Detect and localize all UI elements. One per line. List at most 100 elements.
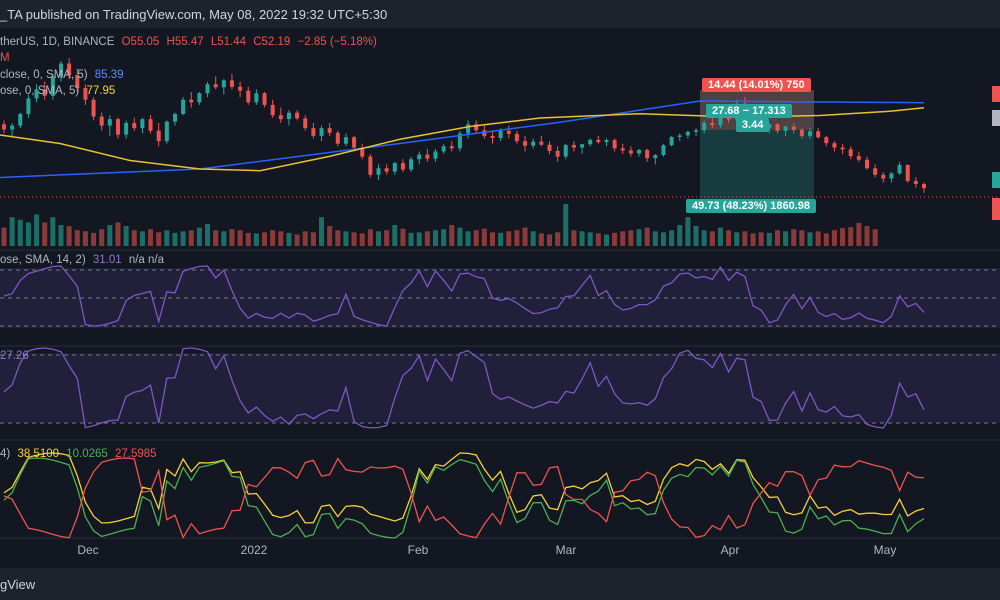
candle-body (156, 130, 161, 142)
candle-body (563, 144, 568, 157)
candle-body (457, 133, 462, 149)
volume-bar (636, 229, 642, 246)
volume-bar (864, 226, 870, 246)
volume-bar (791, 229, 797, 246)
volume-bar (758, 232, 764, 246)
measure-mid-label: 27.68 − 17.313 (706, 104, 792, 118)
candle-body (645, 149, 650, 159)
price-marker-green (992, 172, 1000, 188)
candle-body (172, 113, 177, 122)
price-chart[interactable]: Dec 2022 Feb Mar Apr May (0, 28, 1000, 568)
volume-bar (693, 226, 699, 246)
candle-body (409, 159, 414, 170)
volume-bar (327, 226, 333, 246)
ma-fast-label: close, 0, SMA, 5) (0, 69, 88, 81)
volume-bar (563, 204, 569, 246)
x-tick-label: 2022 (241, 543, 268, 557)
volume-bar (302, 231, 308, 246)
candle-body (18, 113, 23, 126)
volume-bar (367, 229, 373, 246)
rsi-value: 31.01 (92, 254, 122, 266)
candle-body (856, 156, 861, 160)
candle-body (628, 150, 633, 154)
volume-bar (872, 229, 878, 246)
close-value: C52.19 (253, 36, 291, 48)
volume-bar (164, 230, 170, 246)
x-axis: Dec 2022 Feb Mar Apr May (77, 543, 896, 557)
volume-bar (253, 233, 259, 246)
candle-body (531, 141, 536, 146)
x-tick-label: May (874, 543, 897, 557)
candle-body (229, 80, 234, 87)
volume-bar (709, 231, 715, 246)
volume-bar (457, 227, 463, 246)
volume-bar (538, 233, 544, 246)
candle-body (685, 131, 690, 136)
x-tick-label: Mar (556, 543, 577, 557)
x-tick-label: Dec (77, 543, 98, 557)
volume-bar (123, 226, 129, 246)
top-bar: _TA published on TradingView.com, May 08… (0, 0, 1000, 28)
candle-body (767, 124, 772, 129)
candle-body (400, 163, 405, 170)
di-plus-line (3, 457, 925, 539)
volume-bar (270, 230, 276, 246)
ma-slow-value: 77.95 (86, 85, 116, 97)
candle-body (514, 133, 519, 142)
candle-body (816, 131, 821, 138)
candle-body (254, 93, 259, 103)
volume-bar (774, 230, 780, 246)
volume-bar (180, 231, 186, 246)
volume-bar (9, 217, 15, 246)
volume-bar (807, 232, 813, 246)
candle-body (612, 140, 617, 149)
candle-body (523, 141, 528, 146)
candle-body (311, 128, 316, 136)
volume-bar (392, 225, 398, 246)
brand-text: gView (0, 577, 36, 592)
volume-bar (376, 231, 382, 246)
candle-body (905, 164, 910, 181)
volume-bar (172, 232, 178, 246)
candle-body (42, 89, 47, 96)
candle-body (197, 93, 202, 103)
candle-body (360, 147, 365, 157)
volume-bar (343, 231, 349, 246)
volume-bar (856, 222, 862, 246)
volume-bar (840, 228, 846, 246)
candle-body (482, 130, 487, 136)
candle-body (677, 135, 682, 137)
candle-body (848, 149, 853, 157)
candle-body (2, 124, 6, 130)
candle-body (441, 146, 446, 152)
candle-body (238, 86, 243, 91)
volume-bar (58, 225, 64, 246)
candle-body (278, 115, 283, 120)
volume-bar (17, 219, 23, 246)
candle-body (718, 111, 723, 126)
volume-bar (221, 231, 227, 246)
volume-bar (726, 230, 732, 246)
volume-bar (433, 230, 439, 246)
candle-body (539, 141, 544, 145)
candle-body (343, 137, 348, 144)
volume-bar (42, 222, 48, 246)
candle-body (67, 63, 72, 76)
candle-body (653, 155, 658, 159)
volume-bar (660, 232, 666, 246)
candle-body (181, 99, 186, 114)
ma-fast-value: 85.39 (94, 69, 124, 81)
candle-body (840, 147, 845, 150)
volume-bar (424, 231, 430, 246)
volume-bar (677, 225, 683, 246)
candle-body (547, 144, 552, 151)
candle-body (588, 139, 593, 145)
candle-body (889, 173, 894, 179)
candle-body (808, 131, 813, 136)
volume-bar (196, 227, 202, 246)
candle-body (913, 180, 918, 185)
candle-body (34, 89, 39, 99)
candle-body (58, 63, 63, 77)
volume-bar (685, 217, 691, 246)
volume-bar (107, 225, 113, 246)
